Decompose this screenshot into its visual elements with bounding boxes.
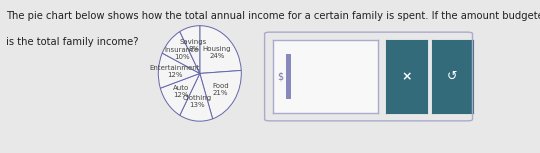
Wedge shape: [160, 73, 200, 115]
Text: Savings
8%: Savings 8%: [180, 39, 207, 52]
Text: Clothing
13%: Clothing 13%: [183, 95, 212, 108]
Text: Insurance
10%: Insurance 10%: [165, 47, 199, 60]
Text: Food
21%: Food 21%: [212, 83, 229, 96]
Text: Housing
24%: Housing 24%: [202, 46, 231, 59]
Text: ↺: ↺: [447, 70, 457, 83]
Wedge shape: [158, 53, 200, 88]
Wedge shape: [200, 26, 241, 73]
Text: Entertainment
12%: Entertainment 12%: [150, 65, 200, 78]
Wedge shape: [180, 26, 200, 73]
Text: The pie chart below shows how the total annual income for a certain family is sp: The pie chart below shows how the total …: [6, 11, 540, 21]
Wedge shape: [162, 32, 200, 73]
Wedge shape: [200, 70, 241, 119]
Bar: [286, 54, 291, 99]
Wedge shape: [180, 73, 213, 121]
Text: Auto
12%: Auto 12%: [172, 85, 189, 98]
Text: is the total family income?: is the total family income?: [6, 37, 139, 47]
Text: $: $: [277, 71, 283, 82]
Text: ×: ×: [401, 70, 411, 83]
